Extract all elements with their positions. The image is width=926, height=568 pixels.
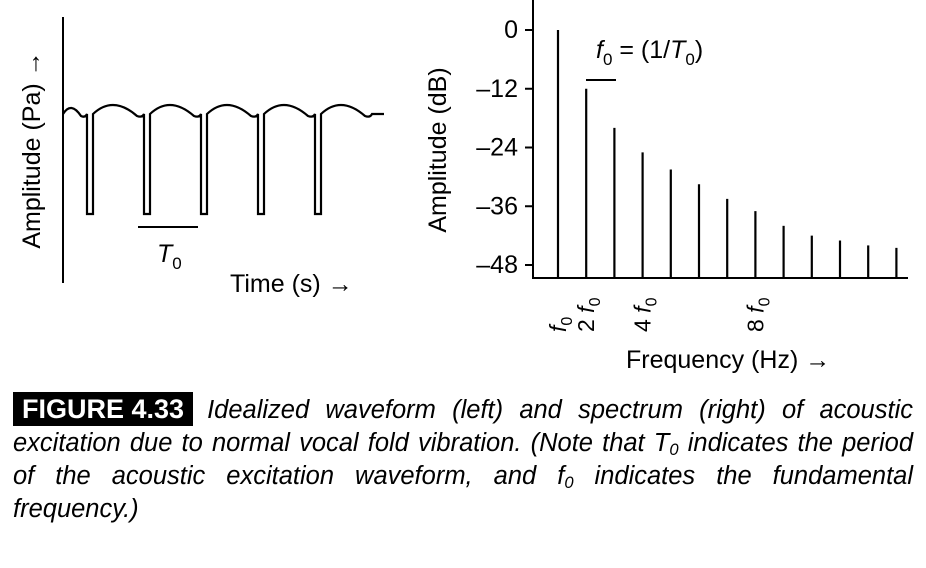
period-marker-label: T0 — [157, 240, 182, 273]
spectrum-y-label: Amplitude (dB) — [424, 67, 452, 232]
waveform-x-label: Time (s) → — [230, 270, 353, 298]
spectrum-y-tick-label: 0 — [504, 16, 518, 44]
svg-text:4 f0: 4 f0 — [630, 297, 661, 332]
svg-text:2 f0: 2 f0 — [573, 297, 604, 332]
spectrum-y-tick-label: –12 — [476, 75, 518, 103]
spectrum-x-tick-label: 4 f0 — [630, 297, 661, 332]
svg-text:f0: f0 — [545, 317, 576, 332]
spectrum-panel: Amplitude (dB) 0 –12 –24 –36 –48 f02 f0 4 f0 8… — [424, 0, 908, 374]
fundamental-annotation: f0 = (1/T0) — [596, 36, 703, 69]
figure-number-badge: FIGURE 4.33 — [13, 392, 194, 426]
spectrum-y-ticks: 0 –12 –24 –36 –48 — [476, 16, 533, 279]
spectrum-x-tick-label: f0 — [545, 317, 576, 332]
figure-canvas: Amplitude (Pa) → T0 Time (s) → Amplitude… — [18, 0, 908, 374]
waveform-y-label: Amplitude (Pa) → — [18, 51, 46, 248]
waveform-panel: Amplitude (Pa) → T0 Time (s) → — [18, 17, 384, 298]
spectrum-x-label: Frequency (Hz) → — [626, 346, 830, 374]
spectrum-y-tick-label: –36 — [476, 192, 518, 220]
spectrum-bars — [556, 30, 898, 278]
svg-text:8 f0: 8 f0 — [742, 297, 773, 332]
figure-caption: FIGURE 4.33 Idealized waveform (left) and… — [13, 392, 914, 523]
spectrum-x-tick-label: 2 f0 — [573, 297, 604, 332]
spectrum-x-tick-label: 8 f0 — [742, 297, 773, 332]
spectrum-y-tick-label: –48 — [476, 251, 518, 279]
waveform-line — [62, 103, 384, 216]
spectrum-y-tick-label: –24 — [476, 134, 518, 162]
spectrum-x-ticks: f02 f0 4 f0 8 f0 — [545, 297, 773, 332]
